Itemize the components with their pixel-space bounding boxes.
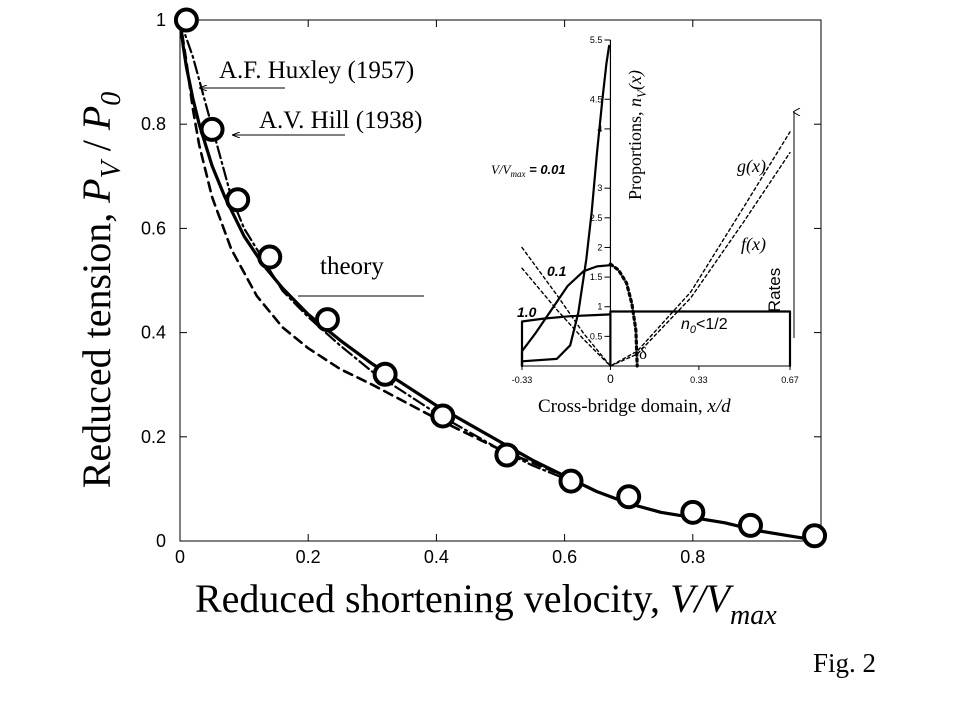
inset-y-tick-label: 1.5	[590, 272, 603, 282]
data-point	[680, 499, 706, 525]
inset-y-axis-label: Proportions, nV(x)	[625, 70, 649, 200]
inset-y-tick-label: 5.5	[590, 35, 603, 45]
inset-y-tick-label: 3	[597, 183, 602, 193]
data-point	[616, 484, 642, 510]
inset-series-line-1-0	[520, 313, 612, 368]
inset-y-tick-label: 4.5	[590, 94, 603, 104]
inset-y-tick-label: 0.5	[590, 331, 603, 341]
data-point	[558, 468, 584, 494]
label-gx: g(x)	[737, 156, 766, 177]
x-tick-label: 0.6	[552, 547, 577, 567]
label-01: 0.1	[547, 263, 567, 279]
y-tick-label: 0.2	[141, 427, 166, 447]
inset-right-label: Rates	[765, 268, 784, 312]
data-point	[257, 244, 283, 270]
inset-x-tick-label: -0.33	[512, 375, 533, 385]
annotation-huxley: A.F. Huxley (1957)	[219, 57, 414, 84]
y-tick-label: 0.4	[141, 323, 166, 343]
label-10: 1.0	[517, 304, 537, 320]
data-point	[737, 512, 763, 538]
x-tick-label: 0.2	[296, 547, 321, 567]
inset-x-tick-label: 0.33	[690, 375, 708, 385]
data-point	[494, 442, 520, 468]
x-tick-label: 0.4	[424, 547, 449, 567]
data-point	[372, 361, 398, 387]
label-fx: f(x)	[741, 234, 766, 255]
main-chart: 0 0.2 0.4 0.6 0.8 0 0.2 0.4 0.6 0.8 1 Reduced ten…	[74, 7, 828, 631]
main-y-axis-label: Reduced tension, PV / P0	[74, 92, 127, 489]
main-x-ticks: 0 0.2 0.4 0.6 0.8	[175, 20, 705, 567]
inset-chart: 0.5 1 1.5 2 2.5 3 4 4.5 5.5 -0.33 0 0.33 0.67 Rates…	[480, 32, 810, 427]
main-y-ticks: 0 0.2 0.4 0.6 0.8 1	[141, 10, 821, 551]
inset-series-line-f-x	[521, 151, 791, 367]
y-tick-label: 0	[156, 531, 166, 551]
inset-x-tick-label: 0	[607, 372, 614, 386]
inset-x-tick-label: 0.67	[781, 375, 799, 385]
y-tick-label: 0.8	[141, 114, 166, 134]
data-point	[225, 187, 251, 213]
inset-series-line-v-vmax-0-01	[520, 44, 611, 368]
inset-series-line-n0-1-2	[609, 310, 792, 368]
main-markers	[173, 7, 828, 549]
inset-series	[520, 44, 792, 368]
label-delta: δ	[639, 344, 647, 363]
data-point	[173, 7, 199, 33]
inset-y-ticks: 0.5 1 1.5 2 2.5 3 4 4.5 5.5	[590, 35, 611, 341]
inset-series-line-domain	[608, 262, 639, 368]
inset-x-axis-label: Cross-bridge domain, x/d	[538, 396, 731, 417]
x-tick-label: 0	[175, 547, 185, 567]
figure-label: Fig. 2	[813, 648, 876, 678]
annotation-hill: A.V. Hill (1938)	[259, 107, 422, 134]
label-n0: n0<1/2	[681, 316, 728, 336]
main-x-axis-label: Reduced shortening velocity, V/Vmax	[195, 576, 777, 631]
inset-x-ticks: -0.33 0 0.33 0.67	[512, 366, 799, 386]
inset-y-tick-label: 2.5	[590, 213, 603, 223]
x-tick-label: 0.8	[680, 547, 705, 567]
y-tick-label: 0.6	[141, 218, 166, 238]
y-tick-label: 1	[156, 10, 166, 30]
data-point	[199, 116, 225, 142]
data-point	[430, 403, 456, 429]
series-line-a-f-huxley-1957	[178, 18, 566, 478]
inset-y-tick-label: 4	[597, 124, 602, 134]
main-plot-frame	[179, 19, 822, 542]
data-point	[314, 307, 340, 333]
annotation-theory: theory	[320, 253, 384, 280]
inset-y-tick-label: 2	[597, 242, 602, 252]
inset-series-line-g-x	[521, 131, 791, 367]
inset-y-tick-label: 1	[597, 302, 602, 312]
label-vvmax-001: V/Vmax = 0.01	[491, 162, 566, 179]
data-point	[802, 523, 828, 549]
